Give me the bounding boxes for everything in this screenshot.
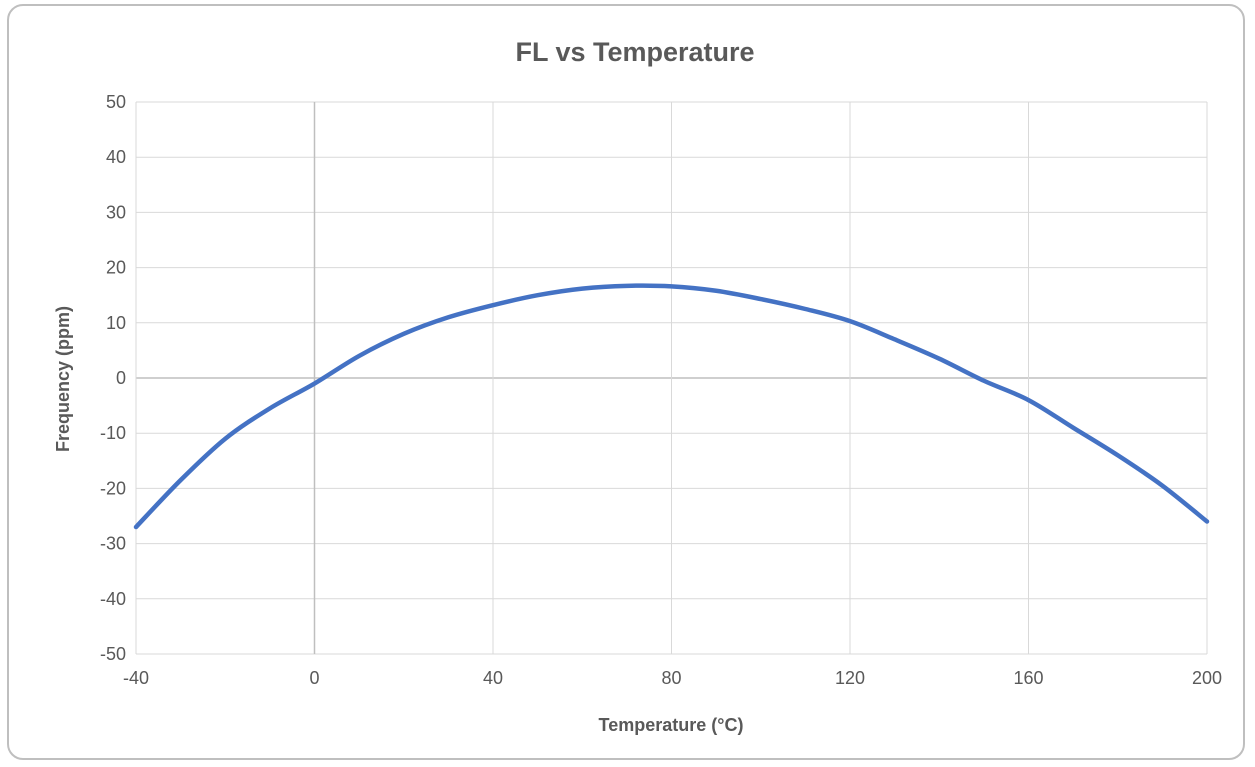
chart-title: FL vs Temperature	[515, 37, 754, 67]
chart-frame	[7, 4, 1245, 760]
y-tick-label: -50	[100, 644, 126, 664]
y-tick-label: -30	[100, 534, 126, 554]
y-axis-title: Frequency (ppm)	[53, 306, 73, 452]
x-tick-label: 80	[661, 668, 681, 688]
y-tick-label: 30	[106, 202, 126, 222]
x-tick-label: 40	[483, 668, 503, 688]
x-tick-label: 200	[1192, 668, 1222, 688]
y-tick-label: 0	[116, 368, 126, 388]
series-layer	[133, 283, 1210, 530]
grid-lines	[135, 101, 1208, 655]
x-tick-label: 120	[835, 668, 865, 688]
y-tick-label: -20	[100, 478, 126, 498]
x-tick-label: 0	[309, 668, 319, 688]
y-tick-label: 50	[106, 92, 126, 112]
series-line	[133, 283, 1210, 530]
y-tick-label: -40	[100, 589, 126, 609]
y-tick-label: 20	[106, 258, 126, 278]
x-tick-label: 160	[1013, 668, 1043, 688]
tick-labels: 50 40 30 20 10 0 -10 -20 -30 -40 -50 -40 0 40 80 120 160…	[100, 92, 1222, 688]
x-axis-title: Temperature (°C)	[599, 715, 744, 735]
y-tick-label: 40	[106, 147, 126, 167]
y-tick-label: 10	[106, 313, 126, 333]
x-tick-label: -40	[123, 668, 149, 688]
y-tick-label: -10	[100, 423, 126, 443]
